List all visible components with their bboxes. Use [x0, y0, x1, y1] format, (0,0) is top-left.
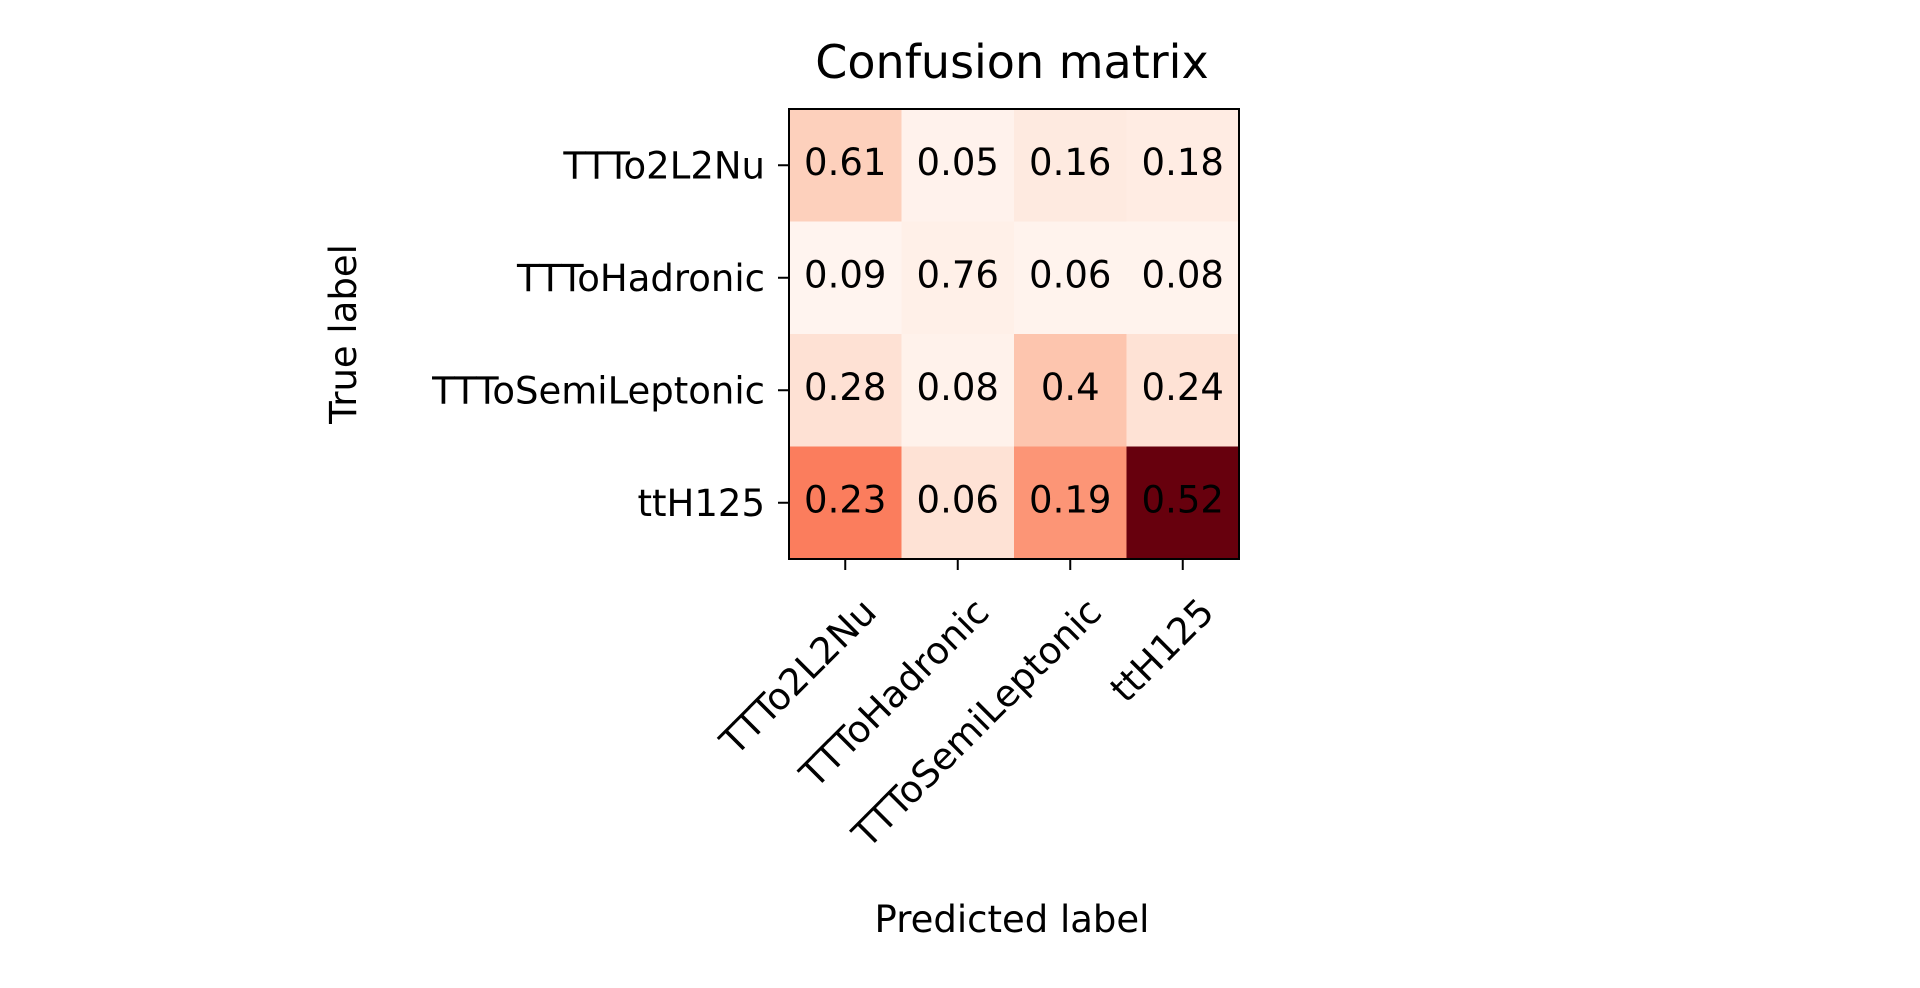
- plot-frame: [788, 108, 1240, 560]
- heatmap-cell-3-0: [789, 446, 902, 560]
- cell-value-label-3-1: 0.06: [917, 478, 999, 521]
- y-tick-label: TTTo2L2Nu: [562, 144, 765, 187]
- cell-value-label-1-3: 0.08: [1142, 253, 1224, 296]
- heatmap-cell-2-0: [789, 334, 902, 447]
- heatmap-cells: [789, 109, 1240, 560]
- cell-value-label-0-2: 0.16: [1029, 141, 1111, 184]
- cell-value-label-1-1: 0.76: [917, 253, 999, 296]
- heatmap-cell-2-3: [1126, 334, 1240, 447]
- cell-value-label-3-2: 0.19: [1029, 478, 1111, 521]
- heatmap-cell-0-0: [789, 109, 902, 222]
- heatmap-cell-3-1: [901, 446, 1015, 560]
- x-axis-ticks: TTTo2L2NuTTToHadronicTTToSemiLeptonicttH…: [711, 559, 1222, 857]
- x-tick-label: ttH125: [1102, 590, 1223, 711]
- cell-value-label-0-3: 0.18: [1142, 141, 1224, 184]
- x-axis-label: Predicted label: [875, 898, 1150, 941]
- cell-value-label-0-0: 0.61: [804, 141, 886, 184]
- chart-title: Confusion matrix: [815, 35, 1208, 89]
- x-tick-label: TTToHadronic: [791, 590, 997, 796]
- heatmap-cell-3-2: [1014, 446, 1127, 560]
- y-tick-label: ttH125: [638, 482, 765, 525]
- cell-value-label-3-3: 0.52: [1142, 478, 1224, 521]
- cell-value-label-1-0: 0.09: [804, 253, 886, 296]
- heatmap-cell-0-3: [1126, 109, 1240, 222]
- heatmap-cell-1-0: [789, 221, 902, 335]
- cell-value-label-2-1: 0.08: [917, 366, 999, 409]
- heatmap-cell-3-3: [1126, 446, 1240, 560]
- y-tick-label: TTToSemiLeptonic: [431, 369, 765, 412]
- heatmap-cell-2-2: [1014, 334, 1127, 447]
- cell-value-label-1-2: 0.06: [1029, 253, 1111, 296]
- heatmap-cell-1-1: [901, 221, 1015, 335]
- y-axis-label: True label: [322, 244, 365, 425]
- heatmap-cell-0-1: [901, 109, 1015, 222]
- cell-value-label-2-0: 0.28: [804, 366, 886, 409]
- cell-value-label-2-2: 0.4: [1041, 366, 1100, 409]
- heatmap-cell-1-3: [1126, 221, 1240, 335]
- cell-value-label-2-3: 0.24: [1142, 366, 1224, 409]
- y-tick-label: TTToHadronic: [516, 257, 765, 300]
- heatmap-cell-0-2: [1014, 109, 1127, 222]
- cell-value-label-0-1: 0.05: [917, 141, 999, 184]
- heatmap-cell-2-1: [901, 334, 1015, 447]
- cell-value-label-3-0: 0.23: [804, 478, 886, 521]
- heatmap-cell-labels: 0.61 0.05 0.16 0.18 0.09 0.76 0.06 0.08 0.28 0.08…: [804, 141, 1224, 522]
- heatmap-cell-1-2: [1014, 221, 1127, 335]
- y-axis-ticks: TTTo2L2Nu TTToHadronic TTToSemiLeptonic ttH…: [431, 144, 789, 525]
